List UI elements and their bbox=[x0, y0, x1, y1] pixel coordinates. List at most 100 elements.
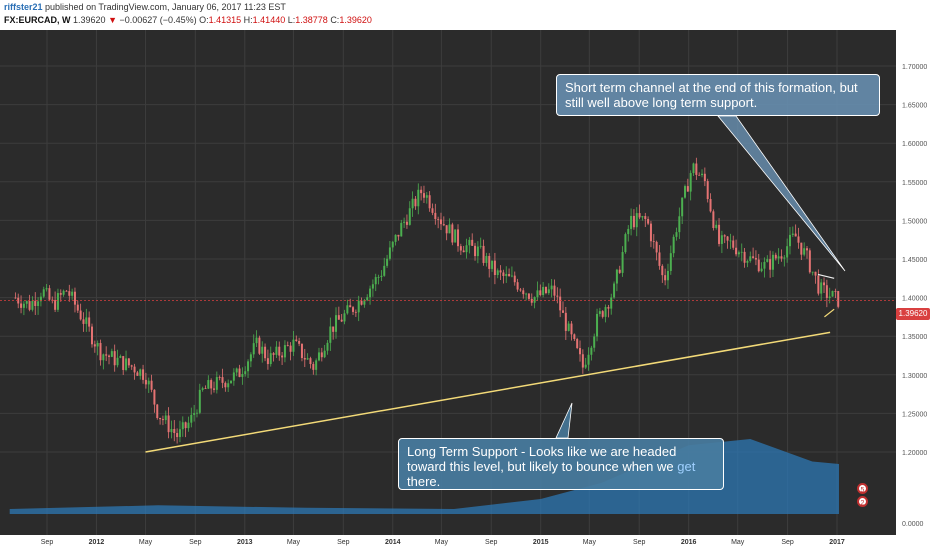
candle-body bbox=[408, 208, 411, 225]
time-tick-label: 2014 bbox=[385, 539, 401, 546]
time-tick-label: Sep bbox=[633, 539, 646, 546]
candle-body bbox=[391, 241, 394, 248]
time-tick-label: Sep bbox=[337, 539, 350, 546]
candle-body bbox=[632, 215, 635, 228]
candle-body bbox=[610, 297, 613, 309]
candle-body bbox=[695, 163, 698, 175]
event-marker-icon[interactable]: 5 bbox=[857, 483, 868, 494]
candle-body bbox=[147, 380, 150, 385]
candle-body bbox=[59, 293, 62, 295]
price-tick-label: 1.70000 bbox=[902, 64, 927, 71]
long-term-support-line bbox=[145, 331, 831, 453]
candle-body bbox=[422, 193, 425, 198]
candle-body bbox=[369, 288, 372, 298]
candle-body bbox=[448, 224, 451, 234]
candle-body bbox=[119, 356, 122, 358]
candle-body bbox=[834, 290, 837, 292]
candle-body bbox=[479, 245, 482, 247]
author-name[interactable]: riffster21 bbox=[4, 2, 43, 12]
symbol-label[interactable]: FX:EURCAD, W bbox=[4, 15, 71, 25]
candle-body bbox=[698, 174, 701, 176]
candle-body bbox=[411, 198, 414, 209]
candle-body bbox=[335, 315, 338, 332]
candle-body bbox=[210, 380, 213, 389]
candle-body bbox=[828, 296, 831, 298]
candle-body bbox=[198, 389, 201, 413]
time-tick-label: Sep bbox=[485, 539, 498, 546]
time-tick-label: May bbox=[731, 539, 745, 546]
candle-body bbox=[806, 248, 809, 251]
candle-body bbox=[181, 422, 184, 430]
candle-body bbox=[808, 250, 811, 273]
candle-body bbox=[227, 383, 230, 388]
close-label: C: bbox=[330, 15, 340, 25]
candle-body bbox=[678, 216, 681, 233]
candle-body bbox=[615, 269, 618, 284]
candle-body bbox=[525, 293, 528, 295]
candle-body bbox=[737, 252, 740, 255]
candle-body bbox=[825, 285, 828, 298]
candle-body bbox=[530, 298, 533, 303]
candle-body bbox=[20, 303, 23, 308]
callout-long-term-support[interactable]: Long Term Support - Looks like we are he… bbox=[398, 438, 724, 490]
candle-body bbox=[536, 290, 539, 298]
candle-body bbox=[590, 347, 593, 355]
candle-body bbox=[286, 345, 289, 346]
candle-body bbox=[630, 215, 633, 229]
candle-body bbox=[178, 429, 181, 438]
candle-body bbox=[25, 301, 28, 304]
candle-body bbox=[323, 350, 326, 358]
candle-body bbox=[635, 213, 638, 228]
candle-body bbox=[780, 256, 783, 259]
candle-body bbox=[252, 343, 255, 355]
candle-body bbox=[247, 361, 250, 372]
price-tick-label: 1.50000 bbox=[902, 218, 927, 225]
candle-body bbox=[794, 233, 797, 237]
price-tick-label: 1.60000 bbox=[902, 141, 927, 148]
candle-body bbox=[329, 326, 332, 343]
candle-body bbox=[746, 260, 749, 263]
candle-body bbox=[266, 358, 269, 365]
event-marker-icon[interactable]: 2 bbox=[857, 496, 868, 507]
candle-body bbox=[820, 282, 823, 294]
candle-body bbox=[102, 354, 105, 361]
candle-body bbox=[683, 186, 686, 198]
candle-body bbox=[644, 216, 647, 220]
candle-body bbox=[488, 256, 491, 269]
candle-body bbox=[281, 355, 284, 358]
candle-body bbox=[638, 213, 641, 218]
candle-body bbox=[527, 293, 530, 299]
candle-body bbox=[573, 334, 576, 340]
price-tick-label: 1.55000 bbox=[902, 180, 927, 187]
candle-body bbox=[187, 422, 190, 429]
time-tick-label: May bbox=[287, 539, 301, 546]
candle-body bbox=[814, 271, 817, 276]
candle-body bbox=[567, 323, 570, 331]
candle-body bbox=[136, 372, 139, 376]
candle-body bbox=[522, 290, 525, 295]
candle-body bbox=[340, 319, 343, 322]
time-axis[interactable]: Sep 2012 May Sep 2013 May Sep 2014 May Sep 2015 May… bbox=[41, 539, 845, 546]
candle-body bbox=[513, 275, 516, 283]
close-value: 1.39620 bbox=[339, 15, 372, 25]
candle-body bbox=[371, 284, 374, 289]
candle-body bbox=[689, 173, 692, 192]
candle-body bbox=[542, 286, 545, 296]
candle-body bbox=[763, 261, 766, 269]
candle-body bbox=[193, 413, 196, 415]
candle-body bbox=[108, 355, 111, 357]
candle-body bbox=[777, 256, 780, 259]
callout-short-term-channel[interactable]: Short term channel at the end of this fo… bbox=[556, 74, 880, 116]
candle-body bbox=[346, 305, 349, 314]
last-price: 1.39620 bbox=[73, 15, 106, 25]
time-tick-label: May bbox=[139, 539, 153, 546]
time-tick-label: May bbox=[583, 539, 597, 546]
price-axis[interactable]: 1.70000 1.65000 1.60000 1.55000 1.50000 1.450… bbox=[902, 64, 927, 528]
low-value: 1.38778 bbox=[295, 15, 328, 25]
candle-body bbox=[493, 260, 496, 276]
candle-body bbox=[37, 301, 40, 306]
open-value: 1.41315 bbox=[208, 15, 242, 25]
candle-body bbox=[380, 275, 383, 278]
candle-body bbox=[544, 286, 547, 294]
candle-body bbox=[289, 345, 292, 352]
